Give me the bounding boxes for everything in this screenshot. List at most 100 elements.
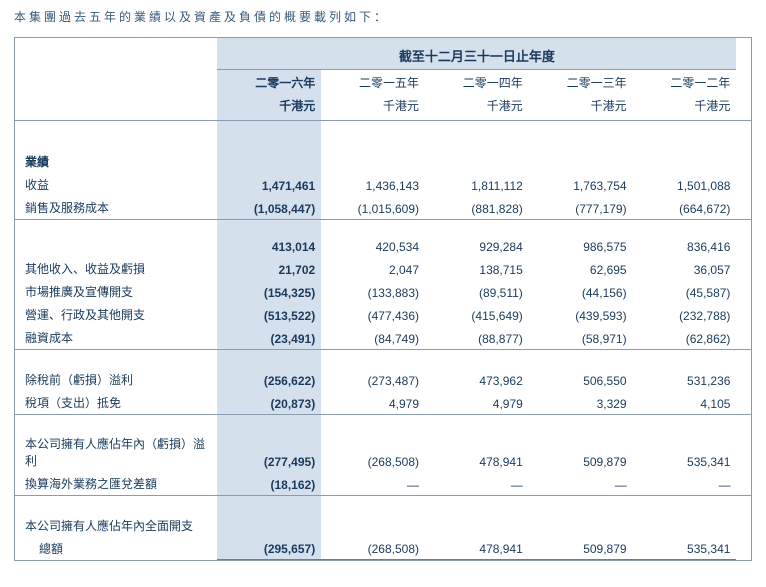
row-label: 本公司擁有人應佔年內（虧損）溢利	[15, 432, 217, 472]
row-label: 銷售及服務成本	[15, 196, 217, 220]
table-row: 除稅前（虧損）溢利 (256,622) (273,487) 473,962 50…	[15, 368, 751, 391]
cell: 1,471,461	[217, 173, 321, 196]
cell: (256,622)	[217, 368, 321, 391]
unit-2014: 千港元	[425, 94, 529, 121]
cell: (881,828)	[425, 196, 529, 220]
row-label: 收益	[15, 173, 217, 196]
cell: (273,487)	[321, 368, 425, 391]
cell: (154,325)	[217, 280, 321, 303]
cell: (232,788)	[633, 303, 737, 326]
unit-2013: 千港元	[529, 94, 633, 121]
cell: (62,862)	[633, 326, 737, 350]
intro-text: 本集團過去五年的業績以及資產及負債的概要載列如下：	[14, 8, 752, 25]
cell: 3,329	[529, 391, 633, 415]
table-row: 銷售及服務成本 (1,058,447) (1,015,609) (881,828…	[15, 196, 751, 220]
cell: (277,495)	[217, 432, 321, 472]
unit-2016: 千港元	[217, 94, 321, 121]
cell: (84,749)	[321, 326, 425, 350]
cell: 509,879	[529, 432, 633, 472]
table-row: 總額 (295,657) (268,508) 478,941 509,879 5…	[15, 537, 751, 560]
row-label	[15, 237, 217, 257]
table-row: 換算海外業務之匯兌差額 (18,162) — — — —	[15, 472, 751, 496]
cell: (477,436)	[321, 303, 425, 326]
cell: 478,941	[425, 432, 529, 472]
table-row: 融資成本 (23,491) (84,749) (88,877) (58,971)…	[15, 326, 751, 350]
table-row: 營運、行政及其他開支 (513,522) (477,436) (415,649)…	[15, 303, 751, 326]
row-label: 融資成本	[15, 326, 217, 350]
cell: 413,014	[217, 237, 321, 257]
cell: 21,702	[217, 257, 321, 280]
cell: 4,979	[321, 391, 425, 415]
cell: (18,162)	[217, 472, 321, 496]
cell: 836,416	[633, 237, 737, 257]
table-row: 其他收入、收益及虧損 21,702 2,047 138,715 62,695 3…	[15, 257, 751, 280]
cell: —	[425, 472, 529, 496]
unit-2015: 千港元	[321, 94, 425, 121]
cell: 138,715	[425, 257, 529, 280]
cell: 1,811,112	[425, 173, 529, 196]
table-row: 本公司擁有人應佔年內全面開支	[15, 514, 751, 537]
cell: 473,962	[425, 368, 529, 391]
row-label: 營運、行政及其他開支	[15, 303, 217, 326]
cell: (1,058,447)	[217, 196, 321, 220]
cell: 1,501,088	[633, 173, 737, 196]
cell: (295,657)	[217, 537, 321, 560]
row-label: 換算海外業務之匯兌差額	[15, 472, 217, 496]
cell: (664,672)	[633, 196, 737, 220]
cell: (45,587)	[633, 280, 737, 303]
year-2016: 二零一六年	[217, 70, 321, 95]
cell: (58,971)	[529, 326, 633, 350]
cell: (513,522)	[217, 303, 321, 326]
cell: (1,015,609)	[321, 196, 425, 220]
year-2014: 二零一四年	[425, 70, 529, 95]
cell: 4,105	[633, 391, 737, 415]
cell: 509,879	[529, 537, 633, 560]
year-2015: 二零一五年	[321, 70, 425, 95]
row-label: 稅項（支出）抵免	[15, 391, 217, 415]
table-row: 稅項（支出）抵免 (20,873) 4,979 4,979 3,329 4,10…	[15, 391, 751, 415]
cell: (89,511)	[425, 280, 529, 303]
cell: (88,877)	[425, 326, 529, 350]
table-row: 本公司擁有人應佔年內（虧損）溢利 (277,495) (268,508) 478…	[15, 432, 751, 472]
cell: 1,763,754	[529, 173, 633, 196]
cell: (415,649)	[425, 303, 529, 326]
cell: (23,491)	[217, 326, 321, 350]
cell: 531,236	[633, 368, 737, 391]
table-row: 收益 1,471,461 1,436,143 1,811,112 1,763,7…	[15, 173, 751, 196]
cell: 62,695	[529, 257, 633, 280]
row-label: 本公司擁有人應佔年內全面開支	[15, 514, 217, 537]
table-row: 413,014 420,534 929,284 986,575 836,416	[15, 237, 751, 257]
cell: (439,593)	[529, 303, 633, 326]
cell: 2,047	[321, 257, 425, 280]
row-label: 總額	[15, 537, 217, 560]
financial-table-container: 截至十二月三十一日止年度 二零一六年 二零一五年 二零一四年 二零一三年 二零一…	[14, 37, 752, 561]
row-label: 市場推廣及宣傳開支	[15, 280, 217, 303]
cell: —	[633, 472, 737, 496]
cell: 36,057	[633, 257, 737, 280]
cell: —	[321, 472, 425, 496]
cell: (133,883)	[321, 280, 425, 303]
cell: 478,941	[425, 537, 529, 560]
cell: (268,508)	[321, 432, 425, 472]
cell: 1,436,143	[321, 173, 425, 196]
cell: (268,508)	[321, 537, 425, 560]
section-label-results: 業績	[15, 139, 217, 173]
cell: (44,156)	[529, 280, 633, 303]
year-2013: 二零一三年	[529, 70, 633, 95]
cell: 535,341	[633, 432, 737, 472]
row-label: 其他收入、收益及虧損	[15, 257, 217, 280]
financial-table: 截至十二月三十一日止年度 二零一六年 二零一五年 二零一四年 二零一三年 二零一…	[15, 38, 751, 560]
cell: 986,575	[529, 237, 633, 257]
cell: 929,284	[425, 237, 529, 257]
cell: (20,873)	[217, 391, 321, 415]
year-2012: 二零一二年	[633, 70, 737, 95]
cell: —	[529, 472, 633, 496]
table-row: 市場推廣及宣傳開支 (154,325) (133,883) (89,511) (…	[15, 280, 751, 303]
cell: 506,550	[529, 368, 633, 391]
cell: 420,534	[321, 237, 425, 257]
row-label: 除稅前（虧損）溢利	[15, 368, 217, 391]
cell: 4,979	[425, 391, 529, 415]
super-header: 截至十二月三十一日止年度	[217, 38, 736, 70]
cell: 535,341	[633, 537, 737, 560]
cell: (777,179)	[529, 196, 633, 220]
